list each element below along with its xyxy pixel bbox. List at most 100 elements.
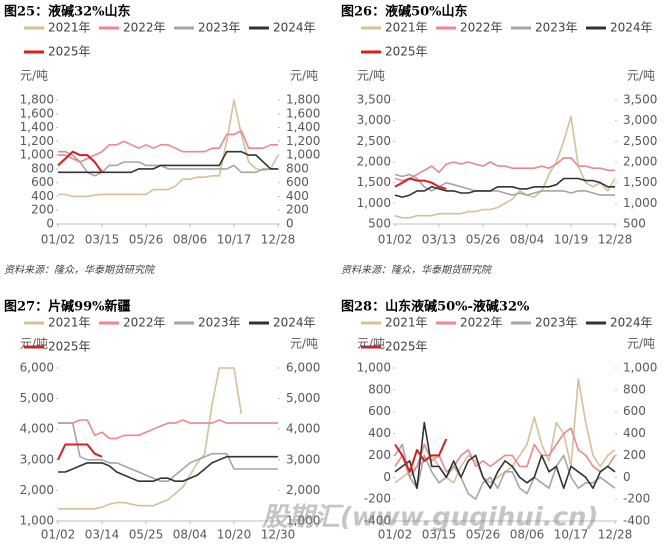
series-line — [394, 173, 615, 196]
series-line — [57, 150, 103, 173]
series-line — [58, 455, 278, 482]
series-line — [394, 421, 616, 489]
y-tick-label: 3,000 — [357, 113, 391, 127]
series-line — [58, 150, 278, 174]
y2-tick-label: 400 — [286, 189, 309, 203]
source-note: 资料来源：隆众，华泰期货研究院 — [4, 264, 156, 276]
y2-tick-label: -200 — [623, 492, 650, 506]
y2-tick-label: 2,500 — [623, 134, 657, 148]
legend-label: 2022年 — [460, 21, 503, 35]
y-axis-unit: 元/吨 — [357, 337, 385, 351]
series-line — [394, 115, 616, 219]
y-axis-unit: 元/吨 — [20, 337, 48, 351]
y2-axis-unit: 元/吨 — [290, 69, 318, 83]
x-tick-label: 01/02 — [41, 233, 76, 247]
y2-tick-label: 400 — [623, 426, 646, 440]
series-line — [394, 438, 448, 473]
y2-tick-label: 500 — [623, 217, 646, 231]
y-axis-unit: 元/吨 — [20, 69, 48, 83]
y-tick-label: 3,000 — [20, 452, 54, 466]
y-tick-label: 3,500 — [357, 93, 391, 107]
x-tick-label: 03/15 — [85, 233, 120, 247]
source-note: 资料来源：隆众，华泰期货研究院 — [341, 264, 493, 276]
y2-tick-label: 3,000 — [623, 113, 657, 127]
x-tick-label: 08/04 — [173, 528, 208, 542]
y2-tick-label: 3,500 — [623, 93, 657, 107]
y-tick-label: 2,000 — [20, 483, 54, 497]
y-tick-label: 1,000 — [20, 148, 54, 162]
x-tick-label: 05/26 — [466, 233, 501, 247]
y-tick-label: 2,500 — [357, 134, 391, 148]
y-tick-label: -400 — [364, 514, 391, 528]
legend-label: 2021年 — [385, 316, 428, 330]
x-tick-label: 03/14 — [85, 528, 120, 542]
x-tick-label: 12/30 — [261, 528, 296, 542]
x-tick-label: 05/25 — [129, 528, 164, 542]
x-tick-label: 08/06 — [173, 233, 208, 247]
y2-tick-label: 1,500 — [623, 175, 657, 189]
x-tick-label: 03/15 — [422, 528, 457, 542]
y2-axis-unit: 元/吨 — [627, 337, 655, 351]
y2-tick-label: 800 — [286, 161, 309, 175]
legend-label: 2023年 — [535, 316, 578, 330]
y2-tick-label: 0 — [623, 470, 631, 484]
chart-panel: 图27：片碱99%新疆2021年 2022年 2023年 2024年2025年元/吨元… — [4, 299, 320, 542]
series-line — [394, 177, 447, 190]
x-tick-label: 01/02 — [378, 233, 413, 247]
y2-tick-label: 2,000 — [623, 155, 657, 169]
y2-tick-label: 200 — [286, 203, 309, 217]
y2-tick-label: 4,000 — [286, 422, 320, 436]
chart-panel: 图28：山东液碱50%-液碱32%2021年 2022年 2023年 2024年 202… — [341, 299, 657, 542]
y2-tick-label: 1,400 — [286, 120, 320, 134]
y-tick-label: 200 — [368, 448, 391, 462]
chart-title: 图27：片碱99%新疆 — [4, 299, 131, 315]
y2-tick-label: 6,000 — [286, 361, 320, 375]
legend-label: 2025年 — [48, 45, 91, 59]
y-tick-label: 0 — [383, 470, 391, 484]
legend-label: 2025年 — [385, 45, 428, 59]
x-tick-label: 08/06 — [510, 528, 545, 542]
y2-tick-label: 600 — [286, 175, 309, 189]
x-tick-label: 01/02 — [41, 528, 76, 542]
y-tick-label: 1,000 — [357, 196, 391, 210]
x-tick-label: 12/28 — [598, 528, 633, 542]
legend-label: 2022年 — [460, 316, 503, 330]
y-tick-label: 5,000 — [20, 391, 54, 405]
legend-label: 2024年 — [273, 316, 316, 330]
legend-label: 2023年 — [198, 21, 241, 35]
chart-title: 图26：液碱50%山东 — [341, 4, 468, 20]
y2-axis-unit: 元/吨 — [627, 69, 655, 83]
chart-title: 图28：山东液碱50%-液碱32% — [341, 299, 530, 315]
y2-tick-label: 1,200 — [286, 134, 320, 148]
legend-label: 2021年 — [48, 316, 91, 330]
legend-label: 2023年 — [535, 21, 578, 35]
series-line — [58, 130, 278, 163]
y2-tick-label: 2,000 — [286, 483, 320, 497]
y-tick-label: 600 — [31, 175, 54, 189]
series-line — [57, 443, 103, 461]
y-tick-label: 1,000 — [357, 361, 391, 375]
series-line — [394, 378, 616, 484]
y-tick-label: 800 — [368, 382, 391, 396]
y2-tick-label: 800 — [623, 382, 646, 396]
series-line — [58, 419, 278, 440]
y-tick-label: 1,800 — [20, 93, 54, 107]
legend-label: 2025年 — [385, 340, 428, 354]
y2-tick-label: 1,000 — [623, 361, 657, 375]
legend-label: 2023年 — [198, 316, 241, 330]
y2-tick-label: 1,600 — [286, 106, 320, 120]
watermark: 股期汇(www.guqihui.cn) — [261, 503, 598, 533]
x-tick-label: 12/28 — [261, 233, 296, 247]
legend-label: 2022年 — [123, 21, 166, 35]
legend-label: 2021年 — [48, 21, 91, 35]
x-tick-label: 01/02 — [378, 528, 413, 542]
y-tick-label: 1,200 — [20, 134, 54, 148]
series-line — [58, 150, 278, 177]
y-tick-label: 500 — [368, 217, 391, 231]
series-line — [58, 99, 279, 198]
x-tick-label: 05/26 — [466, 528, 501, 542]
legend-label: 2024年 — [610, 316, 653, 330]
y-axis-unit: 元/吨 — [357, 69, 385, 83]
